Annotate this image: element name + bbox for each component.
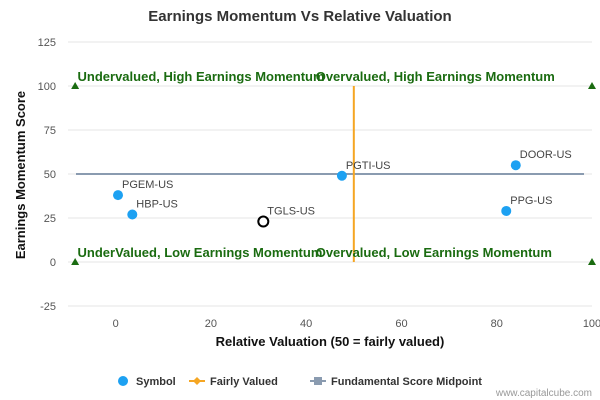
- y-tick-label: 0: [50, 257, 56, 269]
- quadrant-label: Undervalued, High Earnings Momentum: [78, 69, 325, 84]
- legend-label: Symbol: [136, 376, 176, 388]
- point-label: PGEM-US: [122, 179, 173, 191]
- data-point: [127, 209, 138, 220]
- chart-title: Earnings Momentum Vs Relative Valuation: [148, 8, 451, 25]
- x-tick-label: 40: [300, 318, 312, 330]
- x-tick-label: 20: [205, 318, 217, 330]
- y-tick-label: 75: [44, 125, 56, 137]
- x-tick-label: 0: [113, 318, 119, 330]
- legend: Symbol Fairly Valued Fundamental Score Mid…: [118, 376, 482, 388]
- range-markers: [71, 82, 596, 265]
- y-tick-label: 25: [44, 213, 56, 225]
- quadrant-label: Overvalued, Low Earnings Momentum: [316, 245, 552, 260]
- y-tick-label: -25: [40, 301, 56, 313]
- quadrant-label: UnderValued, Low Earnings Momentum: [78, 245, 323, 260]
- y-axis-title: Earnings Momentum Score: [13, 91, 28, 259]
- y-tick-label: 100: [38, 81, 56, 93]
- reference-lines: [76, 86, 584, 262]
- data-point: [501, 205, 512, 216]
- data-point: [336, 170, 347, 181]
- legend-label: Fundamental Score Midpoint: [331, 376, 482, 388]
- quadrant-labels: Undervalued, High Earnings MomentumOverv…: [78, 69, 555, 260]
- x-tick-label: 80: [491, 318, 503, 330]
- range-marker: [71, 82, 80, 89]
- point-label: PGTI-US: [346, 160, 391, 172]
- point-label: DOOR-US: [520, 149, 572, 161]
- point-label: HBP-US: [136, 198, 178, 210]
- point-label: PPG-US: [510, 195, 552, 207]
- x-tick-label: 60: [395, 318, 407, 330]
- range-marker: [588, 258, 596, 265]
- legend-label: Fairly Valued: [210, 376, 278, 388]
- x-tick-labels: 0 20 40 60 80 100: [113, 318, 600, 330]
- range-marker: [588, 82, 596, 89]
- range-marker: [71, 258, 80, 265]
- x-tick-label: 100: [583, 318, 600, 330]
- credit-text: www.capitalcube.com: [495, 388, 592, 399]
- y-tick-labels: -25 0 25 50 75 100 125: [38, 37, 56, 313]
- point-label: TGLS-US: [267, 206, 315, 218]
- legend-marker: [193, 377, 201, 385]
- data-point: [510, 160, 521, 171]
- y-tick-label: 125: [38, 37, 56, 49]
- quadrant-label: Overvalued, High Earnings Momentum: [316, 69, 555, 84]
- data-point: [113, 190, 124, 201]
- data-points: PGEM-US HBP-US TGLS-US PGTI-US DOOR-US PPG-US: [113, 149, 572, 228]
- data-point: [257, 215, 270, 228]
- y-tick-label: 50: [44, 169, 56, 181]
- legend-marker: [314, 377, 322, 385]
- x-axis-title: Relative Valuation (50 = fairly valued): [216, 334, 445, 349]
- legend-marker: [118, 376, 128, 386]
